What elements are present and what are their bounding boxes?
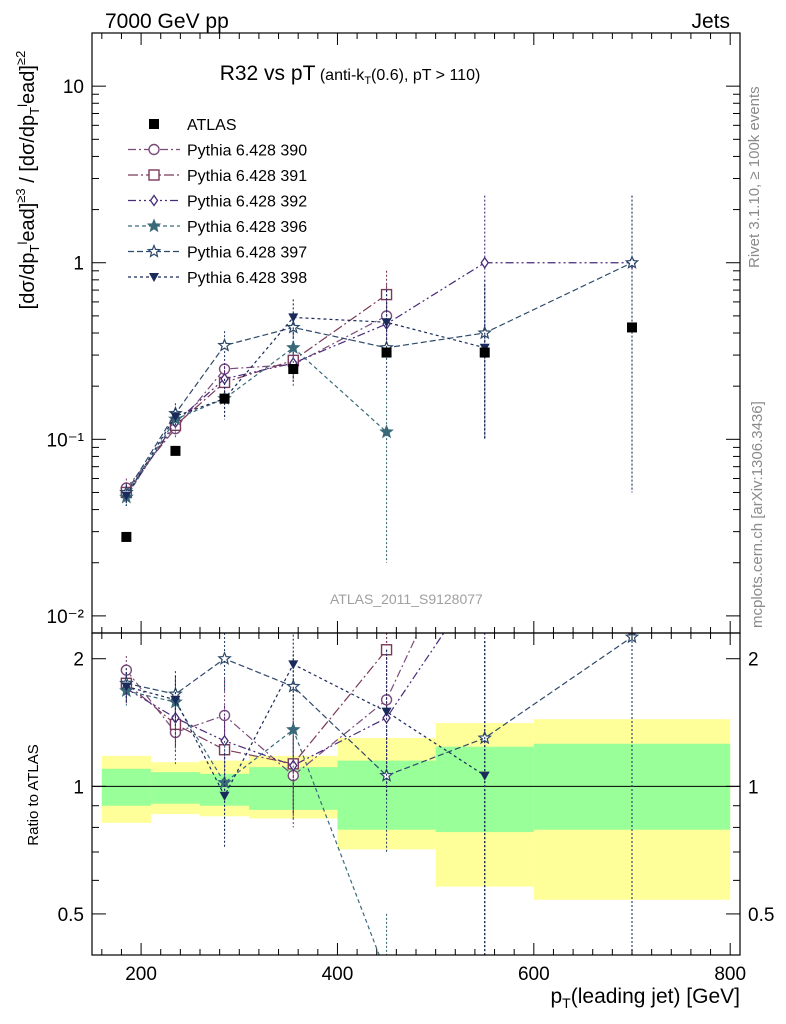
series-point-top [288,313,299,323]
series-point-ratio [170,695,181,705]
series-line-ratio [126,690,380,955]
series-point-ratio [217,651,232,665]
series-line-top [125,316,485,496]
series-point-top [286,340,301,354]
x-tick-label: 600 [518,964,550,985]
atlas-data-point [381,347,392,358]
ratio-tick-label-left: 2 [73,650,84,671]
legend-marker [148,143,160,156]
legend-entry: Pythia 6.428 397 [128,243,307,262]
series-line-ratio [125,649,388,765]
chart-labels: 200 400 600 800 10⁻² 10⁻¹ 1 10 0.5 0.5 1 1 2 2 pT(lead… [13,51,774,1011]
ratio-band-inner [101,768,151,806]
series-point-ratio [288,660,299,670]
legend-entry: Pythia 6.428 398 [128,270,307,287]
analysis-label: ATLAS_2011_S9128077 [330,591,483,607]
series-point-top [381,318,392,328]
series-point-top [217,337,232,352]
legend-marker [149,273,159,282]
series-point-top [477,325,492,340]
ratio-tick-label-right: 0.5 [748,905,774,926]
x-tick-label: 800 [714,964,746,985]
y-axis-label: [dσ/dpTlead]≥3 / [dσ/dpTlead]≥2 [13,51,42,310]
y-tick-label: 1 [73,254,84,275]
legend-label: Pythia 6.428 397 [187,245,307,262]
plot-title: R32 vs pT (anti-kT(0.6), pT > 110) [0,62,700,87]
x-tick-label: 400 [322,964,354,985]
series-point-top [170,412,181,422]
series-point-top [121,491,132,501]
energy-label: 7000 GeV pp [105,10,229,33]
legend-entry: Pythia 6.428 396 [128,218,307,236]
main-panel [119,195,640,563]
atlas-data-point [121,531,132,542]
legend-label: Pythia 6.428 391 [187,168,307,185]
y-tick-label: 10⁻² [47,607,85,628]
ratio-tick-label-right: 2 [748,650,759,671]
legend-marker [149,119,159,129]
category-label: Jets [691,10,730,33]
series-point-ratio [219,791,230,801]
mcplots-label: mcplots.cern.ch [arXiv:1306.3436] [749,401,766,628]
series-point-top [624,255,640,269]
axes-frames [91,32,741,956]
series-line-top [125,294,387,493]
legend-label: Pythia 6.428 398 [187,270,307,287]
legend-label: Pythia 6.428 390 [187,143,307,160]
title-sub-prefix: (anti-k [315,67,365,84]
title-sub-suffix: (0.6), pT > 110) [371,67,481,84]
ratio-panel [92,485,740,979]
atlas-data-point [170,445,181,456]
series-line-ratio [125,633,419,777]
series-point-ratio [121,682,132,692]
x-axis-label: pT(leading jet) [GeV] [550,985,740,1011]
y-tick-label: 10 [63,77,84,98]
ratio-tick-label-left: 1 [73,777,84,798]
legend-label: Pythia 6.428 392 [187,194,307,211]
ratio-tick-label-right: 1 [748,777,759,798]
legend-marker [149,194,159,207]
legend-entry: Pythia 6.428 392 [128,194,307,211]
series-point-ratio [381,707,392,717]
legend-entry: Pythia 6.428 391 [128,168,307,185]
legend-marker [146,218,162,233]
ratio-band-inner [150,772,200,804]
legend-label: ATLAS [187,117,237,134]
series-line-top [125,262,632,496]
series-point-top [480,256,490,269]
series-point-top [379,424,394,439]
series-line-top [125,262,633,493]
legend-entry: Pythia 6.428 390 [128,143,307,160]
series-point-ratio [288,759,298,772]
ratio-tick-label-left: 0.5 [58,905,84,926]
x-tick-label: 200 [125,964,157,985]
series-point-ratio [481,567,488,577]
series-point-ratio [286,678,301,693]
series-point-ratio [480,485,490,495]
atlas-data-point [219,393,230,404]
title-sub-sub: T [364,75,372,88]
legend-marker [146,243,162,258]
series-line-top [125,346,387,498]
legend: ATLAS Pythia 6.428 390 Pythia 6.428 391 Pyt… [128,117,307,287]
atlas-data-point [627,322,637,333]
title-main: R32 vs pT [219,62,316,85]
series-point-ratio [381,968,393,979]
ratio-axis-label: Ratio to ATLAS [25,744,42,845]
series-point-ratio [286,722,301,736]
series-line-top [125,315,387,489]
legend-entry: ATLAS [149,117,237,134]
rivet-label: Rivet 3.1.10, ≥ 100k events [746,86,763,268]
atlas-data-point [479,347,490,358]
y-tick-label: 10⁻¹ [47,430,85,451]
series-point-ratio [479,771,490,781]
series-point-top [286,319,301,334]
atlas-data-point [288,364,299,375]
series-line-ratio [126,663,486,798]
legend-marker [148,169,160,181]
legend-label: Pythia 6.428 396 [187,219,307,236]
